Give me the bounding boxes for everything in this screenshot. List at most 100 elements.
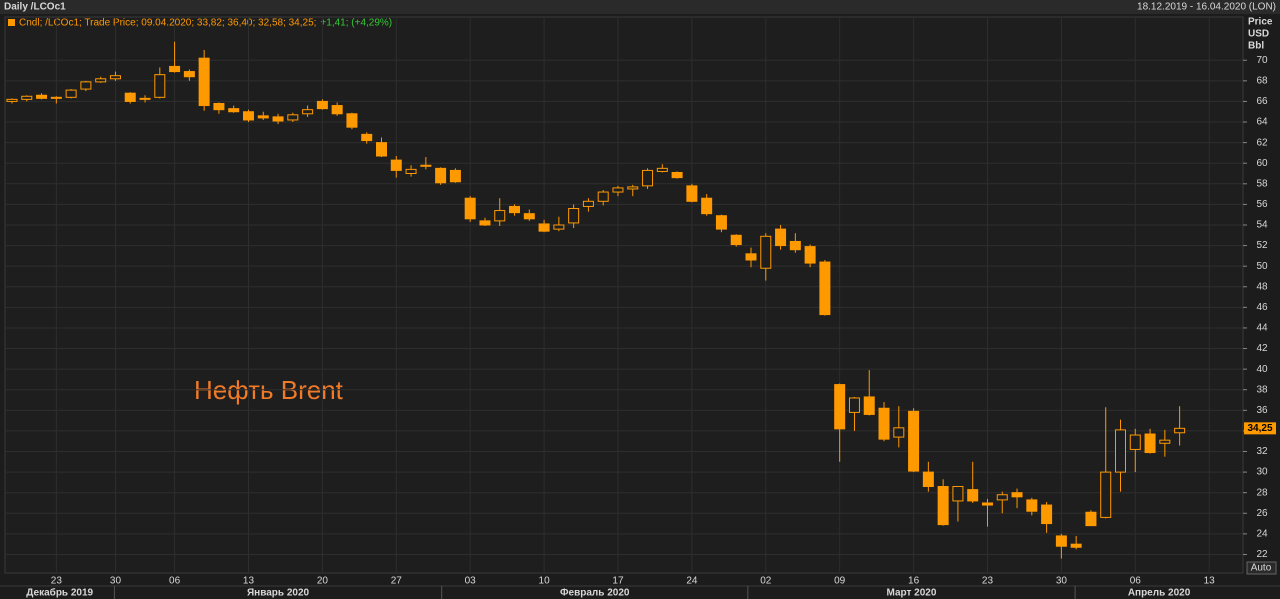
y-label: USD xyxy=(1248,29,1269,40)
last-price-label: 34,25 xyxy=(1247,423,1272,434)
y-tick-label: 38 xyxy=(1256,384,1268,395)
candle-body xyxy=(922,471,934,488)
candle-body xyxy=(302,109,314,115)
candle-body xyxy=(1174,427,1186,434)
candle-body xyxy=(21,95,33,100)
plot-area xyxy=(4,16,1244,574)
candle-body xyxy=(1011,492,1023,498)
candle-body xyxy=(745,253,757,261)
candle-body xyxy=(819,261,831,316)
x-tick-label: 06 xyxy=(169,576,181,587)
y-tick-label: 56 xyxy=(1256,199,1268,210)
candle-body xyxy=(228,108,240,113)
y-tick-label: 44 xyxy=(1256,323,1268,334)
candle-body xyxy=(154,74,166,98)
candle-body xyxy=(656,167,668,172)
y-tick-label: 42 xyxy=(1256,343,1268,354)
candle-body xyxy=(701,197,713,215)
x-tick-label: 09 xyxy=(834,576,846,587)
candle-body xyxy=(36,94,48,99)
candle-body xyxy=(715,215,727,230)
candle-body xyxy=(405,168,417,175)
candle-body xyxy=(967,489,979,502)
candle-body xyxy=(671,171,683,179)
candle-body xyxy=(198,57,210,107)
candle-body xyxy=(1100,471,1112,518)
candle-body xyxy=(169,65,181,73)
candle-body xyxy=(981,502,993,506)
candle-body xyxy=(523,213,535,220)
candle-body xyxy=(1144,433,1156,454)
month-label: Февраль 2020 xyxy=(560,588,630,599)
candle-body xyxy=(1041,504,1053,525)
month-label: Март 2020 xyxy=(887,588,937,599)
candle-body xyxy=(848,397,860,413)
candle-body xyxy=(464,197,476,220)
y-tick-label: 50 xyxy=(1256,261,1268,272)
y-tick-label: 40 xyxy=(1256,364,1268,375)
x-tick-label: 23 xyxy=(51,576,63,587)
candle-body xyxy=(1070,543,1082,548)
candle-body xyxy=(213,102,225,111)
candle-body xyxy=(346,113,358,128)
candle-body xyxy=(331,105,343,115)
last-price-box xyxy=(1244,422,1276,435)
auto-button-label[interactable]: Auto xyxy=(1251,563,1272,574)
y-tick-label: 64 xyxy=(1256,117,1268,128)
x-tick-label: 30 xyxy=(1056,576,1068,587)
candle-body xyxy=(878,407,890,440)
candle-body xyxy=(390,159,402,171)
x-tick-label: 10 xyxy=(539,576,551,587)
y-label: Price xyxy=(1248,17,1273,28)
x-tick-label: 23 xyxy=(982,576,994,587)
candle-body xyxy=(863,396,875,415)
y-tick-label: 24 xyxy=(1256,529,1268,540)
top-bar xyxy=(0,0,1280,14)
candle-body xyxy=(538,223,550,232)
candle-body xyxy=(1159,439,1171,444)
candle-body xyxy=(1115,429,1126,473)
y-tick-label: 46 xyxy=(1256,302,1268,313)
candle-body xyxy=(124,92,136,102)
candle-body xyxy=(65,89,77,98)
candle-body xyxy=(937,486,949,526)
candle-body xyxy=(730,234,742,246)
candle-body xyxy=(257,115,269,119)
y-tick-label: 26 xyxy=(1256,508,1268,519)
candle-body xyxy=(376,142,387,157)
candle-body xyxy=(287,114,299,121)
candle-body xyxy=(6,98,18,102)
candle-body xyxy=(435,167,447,184)
x-tick-label: 27 xyxy=(391,576,403,587)
candle-body xyxy=(627,186,639,190)
candle-body xyxy=(1026,499,1038,512)
y-tick-label: 70 xyxy=(1256,55,1268,66)
x-tick-label: 13 xyxy=(1204,576,1216,587)
y-tick-label: 68 xyxy=(1256,75,1268,86)
y-tick-label: 28 xyxy=(1256,487,1268,498)
candle-body xyxy=(95,78,107,83)
chart-title: Daily /LCOc1 xyxy=(4,2,66,13)
candle-body xyxy=(50,96,62,99)
candle-body xyxy=(1085,511,1097,527)
candle-body xyxy=(789,240,801,251)
legend-text: Cndl; /LCOc1; Trade Price; 09.04.2020; 3… xyxy=(19,18,316,29)
change-text: +1,41; (+4,29%) xyxy=(320,18,392,29)
auto-button[interactable] xyxy=(1246,561,1277,575)
candle-body xyxy=(509,205,521,214)
legend-swatch xyxy=(8,19,15,26)
candle-body xyxy=(597,191,609,202)
candle-body xyxy=(139,97,151,100)
y-tick-label: 66 xyxy=(1256,96,1268,107)
candle-body xyxy=(760,235,772,269)
candle-body xyxy=(1055,535,1067,547)
candle-body xyxy=(996,494,1008,501)
x-tick-label: 20 xyxy=(317,576,329,587)
y-tick-label: 62 xyxy=(1256,137,1268,148)
y-tick-label: 32 xyxy=(1256,446,1268,457)
candle-body xyxy=(686,185,698,202)
x-tick-label: 24 xyxy=(686,576,698,587)
y-tick-label: 60 xyxy=(1256,158,1268,169)
month-label: Апрель 2020 xyxy=(1128,588,1191,599)
